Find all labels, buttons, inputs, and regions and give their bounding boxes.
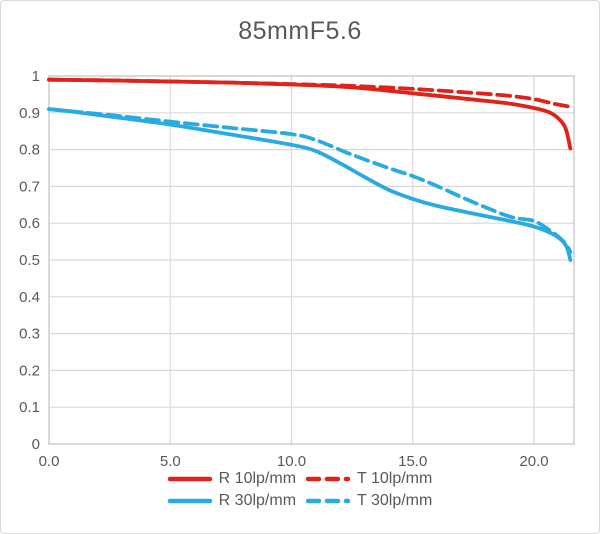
- svg-text:20.0: 20.0: [519, 453, 548, 470]
- svg-text:0: 0: [32, 436, 40, 453]
- legend-label-r-10lpmm: R 10lp/mm: [218, 470, 297, 487]
- svg-text:10.0: 10.0: [277, 453, 306, 470]
- chart-title: 85mmF5.6: [238, 17, 362, 45]
- legend-label-r-30lpmm: R 30lp/mm: [218, 492, 297, 509]
- legend-line-solid-blue-icon: [167, 498, 212, 504]
- svg-text:0.3: 0.3: [19, 326, 40, 343]
- svg-text:0.6: 0.6: [19, 215, 40, 232]
- legend-label-t-30lpmm: T 30lp/mm: [357, 492, 433, 509]
- svg-text:1: 1: [32, 68, 40, 85]
- legend-item-t-10lpmm: T 10lp/mm: [306, 470, 432, 488]
- legend-line-solid-red-icon: [167, 476, 212, 482]
- svg-text:0.9: 0.9: [19, 105, 40, 122]
- legend: R 10lp/mm T 10lp/mm R 30lp/mm T 30lp/: [1, 470, 599, 510]
- legend-label-t-10lpmm: T 10lp/mm: [357, 470, 433, 487]
- svg-text:0.4: 0.4: [19, 289, 40, 306]
- svg-text:15.0: 15.0: [398, 453, 427, 470]
- legend-item-r-10lpmm: R 10lp/mm: [167, 470, 297, 488]
- svg-text:0.5: 0.5: [19, 252, 40, 269]
- legend-item-t-30lpmm: T 30lp/mm: [306, 492, 432, 510]
- legend-row-10lpmm: R 10lp/mm T 10lp/mm: [167, 470, 432, 488]
- svg-text:5.0: 5.0: [160, 453, 181, 470]
- legend-row-30lpmm: R 30lp/mm T 30lp/mm: [167, 492, 432, 510]
- legend-line-dashed-blue-icon: [306, 498, 351, 504]
- svg-text:0.8: 0.8: [19, 142, 40, 159]
- svg-text:0.7: 0.7: [19, 178, 40, 195]
- svg-text:0.1: 0.1: [19, 399, 40, 416]
- svg-text:0.2: 0.2: [19, 362, 40, 379]
- legend-item-r-30lpmm: R 30lp/mm: [167, 492, 297, 510]
- legend-line-dashed-red-icon: [306, 476, 351, 482]
- svg-text:0.0: 0.0: [39, 453, 60, 470]
